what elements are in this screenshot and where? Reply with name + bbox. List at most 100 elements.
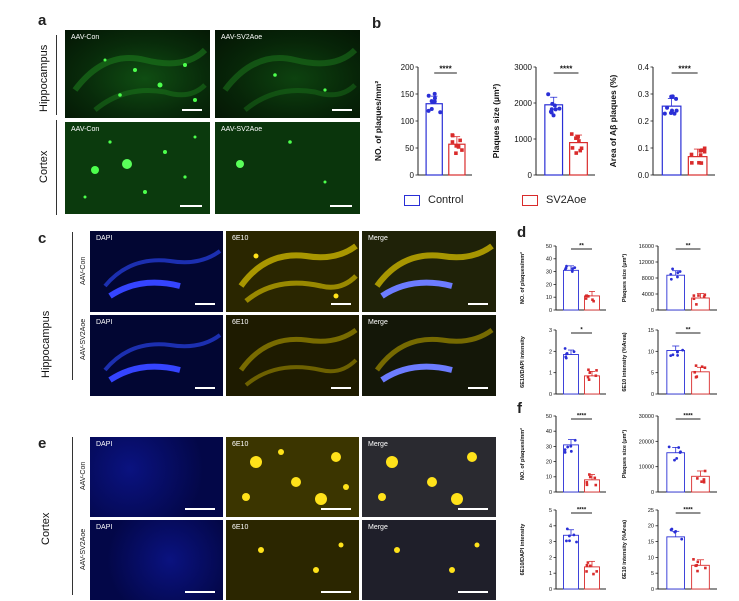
data-point-control — [680, 537, 684, 541]
micrograph-e-merge-con: Merge — [362, 437, 496, 517]
legend-label-sv2aoe: SV2Aoe — [546, 194, 587, 206]
chart-f4: 6E10 intensity (%Area) 0 5 10 15 20 25 **** — [622, 508, 717, 593]
scale-bar — [458, 591, 488, 593]
significance-label: ** — [686, 328, 691, 334]
data-point-sv2aoe — [699, 161, 704, 165]
micrograph-c-dapi-sv2aoe: DAPI — [90, 315, 223, 396]
data-point-sv2aoe — [700, 365, 704, 368]
data-point-sv2aoe — [574, 136, 578, 140]
scale-bar — [458, 508, 488, 510]
y-tick-label: 0.1 — [638, 144, 650, 153]
data-point-sv2aoe — [570, 146, 575, 150]
y-tick-label: 50 — [546, 244, 552, 250]
data-point-control — [678, 270, 682, 273]
data-point-sv2aoe — [585, 481, 589, 484]
row-label-cortex-e: Cortex — [40, 512, 52, 545]
data-point-sv2aoe — [592, 572, 595, 576]
data-point-control — [570, 270, 574, 273]
micrograph-e-merge-sv2aoe: Merge — [362, 520, 496, 600]
data-point-sv2aoe — [696, 560, 700, 564]
data-point-control — [669, 272, 673, 276]
data-point-sv2aoe — [588, 475, 592, 479]
data-point-sv2aoe — [694, 364, 698, 367]
bar-control — [666, 274, 685, 311]
y-tick-label: 20 — [546, 460, 552, 466]
row-divider-a2 — [56, 120, 57, 215]
data-point-sv2aoe — [587, 368, 590, 372]
scale-bar — [185, 591, 215, 593]
micrograph-c-merge-con: Merge — [362, 231, 496, 312]
data-point-sv2aoe — [703, 469, 707, 473]
data-point-control — [675, 456, 679, 460]
data-point-control — [566, 445, 570, 449]
data-point-sv2aoe — [588, 473, 591, 476]
data-point-control — [671, 353, 675, 357]
data-point-control — [569, 449, 573, 453]
data-point-sv2aoe — [569, 132, 574, 136]
y-axis-label: 6E10/DAPI intensity — [520, 335, 526, 388]
data-point-sv2aoe — [690, 161, 694, 165]
panel-label-e: e — [38, 435, 47, 452]
data-point-control — [432, 96, 437, 101]
y-axis-label: Area of Aβ plaques (%) — [608, 74, 618, 167]
y-tick-label: 30 — [546, 444, 552, 450]
data-point-sv2aoe — [454, 144, 459, 148]
y-tick-label: 0 — [549, 587, 552, 593]
data-point-control — [673, 458, 676, 462]
y-tick-label: 2 — [549, 555, 552, 561]
y-axis-label: Plaques size (μm²) — [621, 254, 628, 302]
data-point-sv2aoe — [698, 149, 703, 153]
y-tick-label: 30 — [546, 270, 552, 276]
data-point-control — [565, 539, 568, 543]
scale-bar — [468, 387, 488, 389]
micrograph-label: DAPI — [96, 319, 113, 326]
data-point-sv2aoe — [702, 146, 707, 151]
data-point-control — [671, 267, 674, 271]
y-axis-label: Plaques size (μm²) — [491, 84, 501, 159]
data-point-sv2aoe — [693, 370, 697, 374]
y-tick-label: 2 — [549, 349, 552, 355]
y-tick-label: 1 — [549, 571, 552, 577]
data-point-control — [567, 534, 571, 538]
y-tick-label: 10 — [546, 475, 552, 481]
significance-label: ** — [579, 244, 584, 250]
y-tick-label: 0.4 — [638, 63, 650, 72]
micrograph-label: 6E10 — [232, 319, 249, 326]
y-tick-label: 5 — [651, 571, 654, 577]
data-point-sv2aoe — [702, 478, 706, 481]
y-tick-label: 3000 — [514, 63, 532, 72]
data-point-sv2aoe — [702, 149, 707, 154]
data-point-control — [676, 353, 679, 357]
data-point-sv2aoe — [591, 298, 594, 301]
data-point-sv2aoe — [692, 297, 696, 301]
data-point-control — [667, 445, 671, 449]
y-tick-label: 0 — [651, 587, 654, 593]
y-tick-label: 16000 — [639, 244, 654, 250]
data-point-sv2aoe — [696, 569, 699, 573]
y-tick-label: 10000 — [639, 465, 654, 471]
y-tick-label: 150 — [401, 90, 415, 99]
micrograph-c-ab-con: 6E10 — [226, 231, 359, 312]
data-point-control — [675, 350, 679, 354]
y-tick-label: 50 — [405, 144, 414, 153]
chart-f1: NO. of plaques/mm² 0 10 20 30 40 50 **** — [519, 414, 606, 496]
panel-label-f: f — [517, 400, 522, 417]
data-point-sv2aoe — [586, 375, 590, 379]
data-point-sv2aoe — [698, 153, 703, 157]
chart-d3: 6E10/DAPI intensity 0 1 2 3 * — [520, 328, 606, 398]
chart-d2: Plaques size (μm²) 0 4000 8000 12000 16000 ** — [621, 244, 717, 314]
y-tick-label: 5 — [651, 371, 654, 377]
data-point-sv2aoe — [458, 138, 462, 143]
panel-label-c: c — [38, 230, 47, 247]
y-tick-label: 0.3 — [638, 90, 650, 99]
y-tick-label: 20 — [546, 282, 552, 288]
y-tick-label: 4000 — [642, 292, 654, 298]
data-point-control — [572, 350, 576, 353]
data-point-control — [669, 354, 673, 358]
y-tick-label: 0 — [651, 392, 654, 398]
micrograph-label: AAV-SV2Aoe — [221, 34, 263, 41]
significance-label: * — [580, 328, 583, 334]
scale-bar — [468, 303, 488, 305]
y-tick-label: 10 — [546, 295, 552, 301]
data-point-control — [563, 448, 567, 452]
